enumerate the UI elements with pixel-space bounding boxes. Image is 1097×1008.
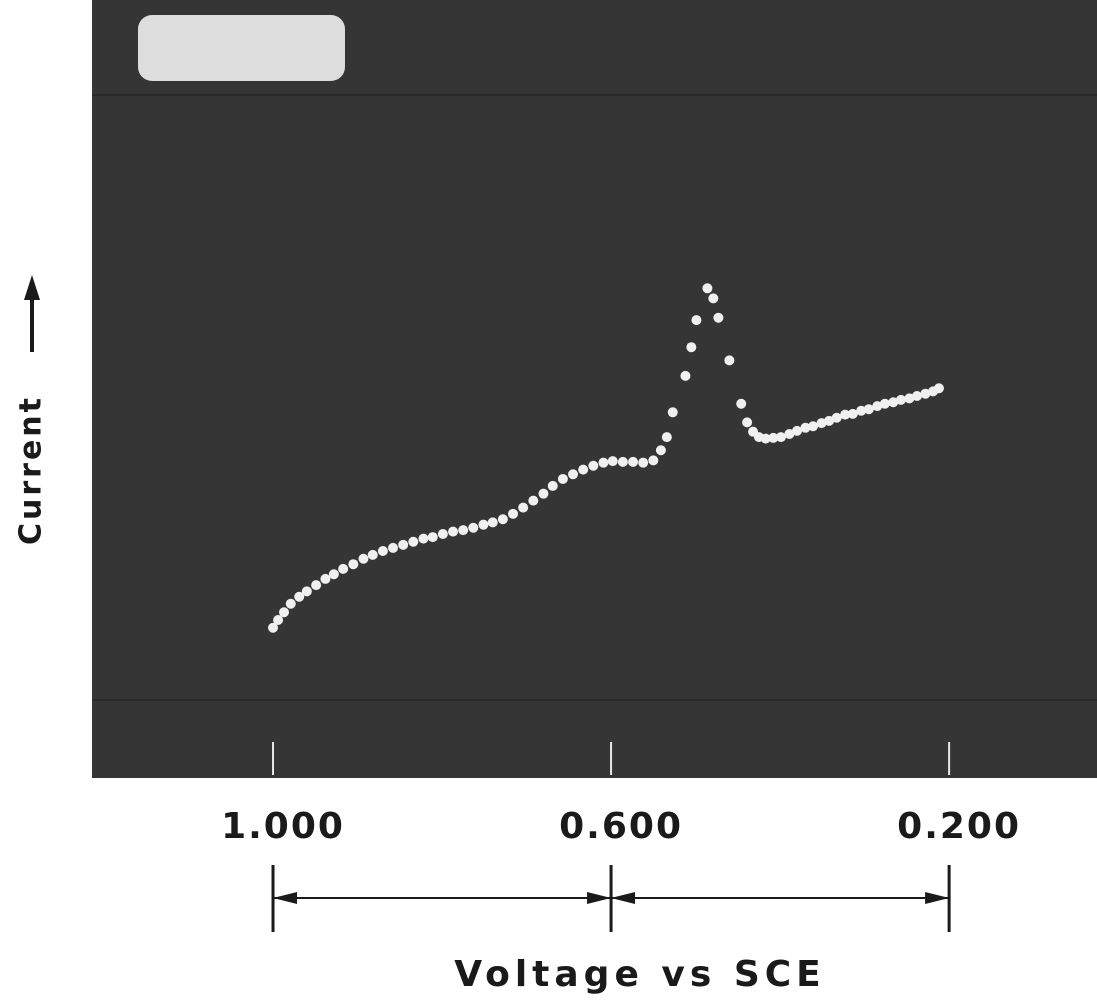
data-point	[598, 457, 609, 468]
data-point	[367, 549, 378, 560]
data-point	[691, 315, 702, 326]
data-point	[638, 457, 649, 468]
data-point	[487, 517, 498, 528]
data-point	[863, 404, 874, 415]
data-point	[784, 429, 795, 439]
data-point	[268, 622, 279, 633]
data-point	[888, 397, 899, 408]
data-point	[800, 422, 811, 433]
x-tick-label: 1.000	[221, 806, 345, 847]
data-point	[742, 417, 753, 428]
data-point	[568, 469, 579, 480]
data-point	[933, 383, 944, 394]
data-point	[437, 528, 448, 539]
data-point	[448, 526, 459, 537]
data-point	[895, 394, 906, 405]
data-point	[348, 559, 359, 570]
data-point	[872, 401, 883, 412]
data-point	[904, 393, 915, 404]
data-point	[279, 607, 290, 618]
x-tick-label: 0.600	[559, 806, 683, 847]
data-point	[338, 563, 349, 574]
data-point	[458, 525, 469, 536]
data-point	[311, 580, 322, 591]
data-point	[528, 495, 539, 506]
dimension-arrow	[611, 892, 636, 904]
y-axis-arrow	[24, 275, 40, 352]
data-point	[648, 455, 659, 466]
data-point	[702, 283, 713, 294]
data-point	[879, 398, 890, 409]
data-point	[468, 522, 479, 533]
dimension-arrow	[273, 892, 298, 904]
data-point	[628, 456, 639, 467]
dimension-arrow	[925, 892, 950, 904]
data-point	[768, 432, 779, 443]
data-point	[301, 586, 312, 597]
data-point	[588, 460, 599, 471]
data-point	[617, 456, 628, 467]
plot-area	[92, 0, 1097, 778]
data-point	[661, 432, 672, 443]
data-point	[736, 398, 747, 409]
data-point	[791, 425, 802, 436]
data-point	[418, 533, 429, 544]
data-point	[667, 407, 678, 418]
data-point	[686, 342, 697, 353]
data-point	[808, 421, 819, 432]
data-point	[398, 539, 409, 550]
x-axis-label: Voltage vs SCE	[454, 954, 826, 995]
data-point	[607, 456, 618, 467]
data-point	[285, 598, 296, 609]
data-point	[655, 445, 666, 456]
data-point	[538, 488, 549, 499]
data-point	[680, 370, 691, 381]
data-point	[824, 415, 835, 426]
data-point	[911, 391, 922, 402]
data-point	[578, 464, 589, 475]
data-point	[508, 508, 519, 519]
data-point	[427, 532, 438, 543]
data-point	[920, 388, 931, 399]
data-point	[388, 542, 399, 553]
data-point	[547, 480, 558, 491]
data-point	[724, 355, 735, 366]
photo-label	[138, 15, 345, 81]
data-point	[320, 573, 331, 584]
data-point	[408, 536, 419, 547]
data-point	[377, 546, 388, 557]
data-point	[840, 409, 851, 420]
data-point	[328, 569, 339, 580]
data-point	[816, 418, 827, 429]
data-point	[358, 553, 369, 564]
x-tick-label: 0.200	[897, 806, 1021, 847]
data-point	[273, 615, 284, 625]
data-point	[760, 433, 771, 444]
y-axis-label: Current	[14, 395, 49, 545]
data-point	[847, 408, 858, 419]
data-point	[713, 312, 724, 323]
data-point	[557, 473, 568, 484]
data-point	[856, 405, 867, 416]
data-point	[294, 591, 305, 602]
data-point	[708, 293, 719, 304]
data-point	[518, 502, 529, 513]
dimension-arrow	[587, 892, 612, 904]
data-point	[831, 412, 842, 423]
data-point	[478, 519, 489, 530]
data-point	[775, 432, 786, 443]
data-point	[497, 514, 508, 525]
